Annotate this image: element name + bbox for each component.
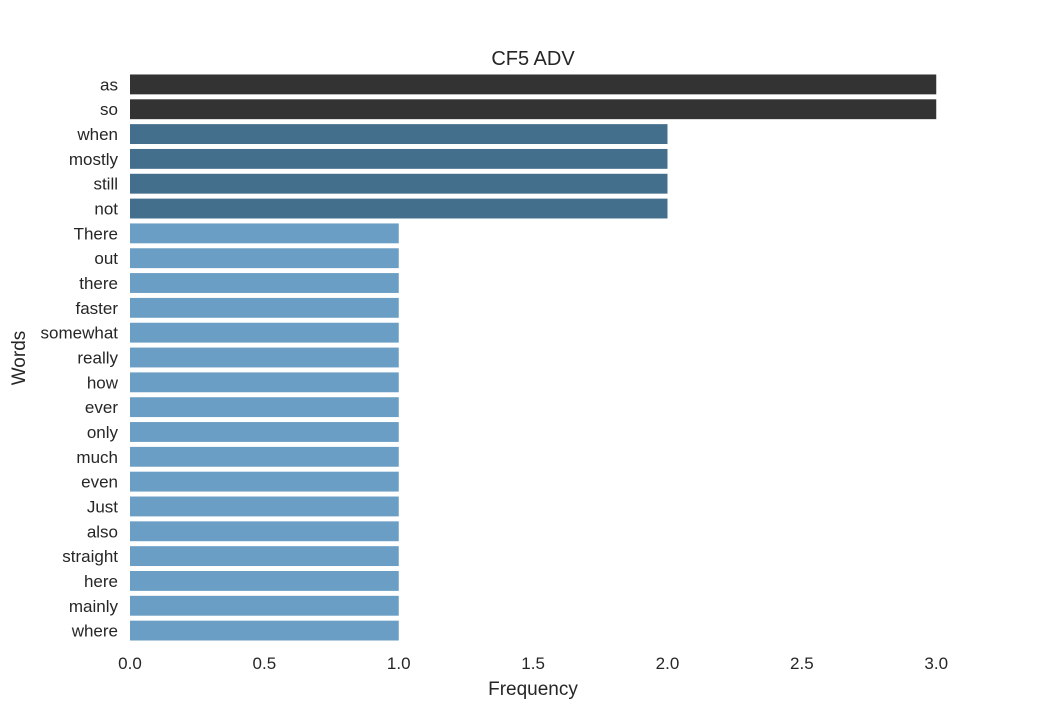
bar-mostly [130,148,668,169]
y-tick-label: Just [87,497,118,516]
y-tick-label: really [77,349,118,368]
y-tick-label: how [87,373,119,392]
chart-title: CF5 ADV [491,48,575,70]
bar-much [130,446,399,467]
x-tick-label: 0.5 [253,654,277,673]
bars-group [130,74,937,641]
y-tick-label: when [76,125,118,144]
y-tick-label: only [87,423,119,442]
y-tick-label: There [74,224,118,243]
bar-when [130,124,668,144]
y-tick-label: somewhat [41,324,119,343]
y-tick-label: not [94,200,118,219]
bar-faster [130,297,399,318]
bar-only [130,422,399,442]
x-tick-label: 2.0 [656,654,680,673]
bar-how [130,372,399,393]
bar-even [130,471,399,492]
bar-there [130,273,399,293]
bar-really [130,347,399,368]
bar-mainly [130,595,399,616]
bar-just [130,496,399,517]
bar-so [130,99,937,120]
y-tick-label: out [94,249,118,268]
x-tick-label: 2.5 [790,654,814,673]
y-tick-label: also [87,522,118,541]
bar-as [130,74,937,95]
y-tick-label: even [81,473,118,492]
bar-still [130,173,668,194]
y-tick-label: here [84,572,118,591]
y-tick-label: so [100,100,118,119]
bar-also [130,521,399,542]
x-tick-label: 3.0 [924,654,948,673]
bar-not [130,198,668,219]
x-tick-labels: 0.0 0.5 1.0 1.5 2.0 2.5 3.0 [118,654,948,673]
x-axis-label: Frequency [488,679,578,700]
y-tick-label: straight [62,547,118,566]
y-tick-labels: as so when mostly still not There out there faste… [41,75,119,640]
bar-somewhat [130,322,399,343]
x-tick-label: 1.0 [387,654,411,673]
y-tick-label: there [79,274,118,293]
bar-here [130,571,399,591]
x-tick-label: 1.5 [521,654,545,673]
y-tick-label: much [76,448,118,467]
y-tick-label: still [93,175,118,194]
y-axis-label: Words [9,331,30,386]
y-tick-label: mostly [69,150,119,169]
y-tick-label: ever [85,398,118,417]
y-tick-label: as [100,75,118,94]
bar-there [130,223,399,244]
bar-where [130,620,399,641]
y-tick-label: faster [75,299,118,318]
bar-straight [130,546,399,567]
bar-ever [130,397,399,418]
y-tick-label: mainly [69,597,119,616]
bar-out [130,248,399,269]
x-tick-label: 0.0 [118,654,142,673]
y-tick-label: where [71,622,118,641]
